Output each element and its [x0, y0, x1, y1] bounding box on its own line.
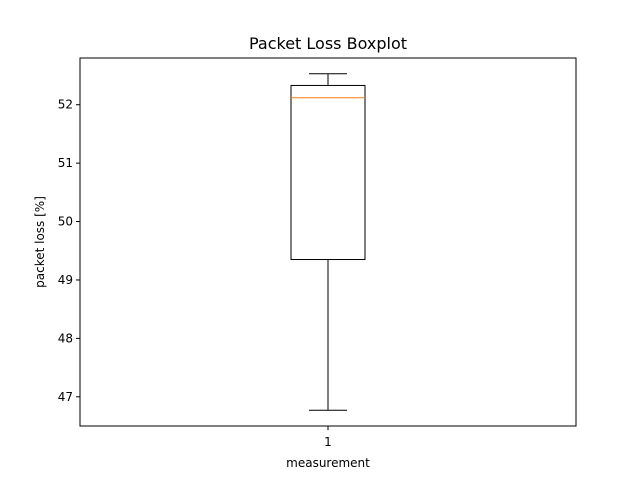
- x-tick-label: 1: [324, 435, 332, 449]
- y-axis-label: packet loss [%]: [33, 196, 47, 288]
- x-axis-label: measurement: [286, 456, 370, 470]
- y-tick-label: 49: [58, 273, 73, 287]
- y-tick-label: 47: [58, 390, 73, 404]
- y-axis-ticks: 47 48 49 50 51 52: [58, 98, 80, 404]
- plot-content: [290, 73, 366, 411]
- y-tick-label: 51: [58, 156, 73, 170]
- box-iqr: [290, 84, 366, 261]
- y-tick-label: 52: [58, 98, 73, 112]
- x-axis-ticks: 1: [324, 426, 332, 449]
- y-tick-label: 48: [58, 331, 73, 345]
- y-tick-label: 50: [58, 215, 73, 229]
- chart-title: Packet Loss Boxplot: [249, 34, 407, 53]
